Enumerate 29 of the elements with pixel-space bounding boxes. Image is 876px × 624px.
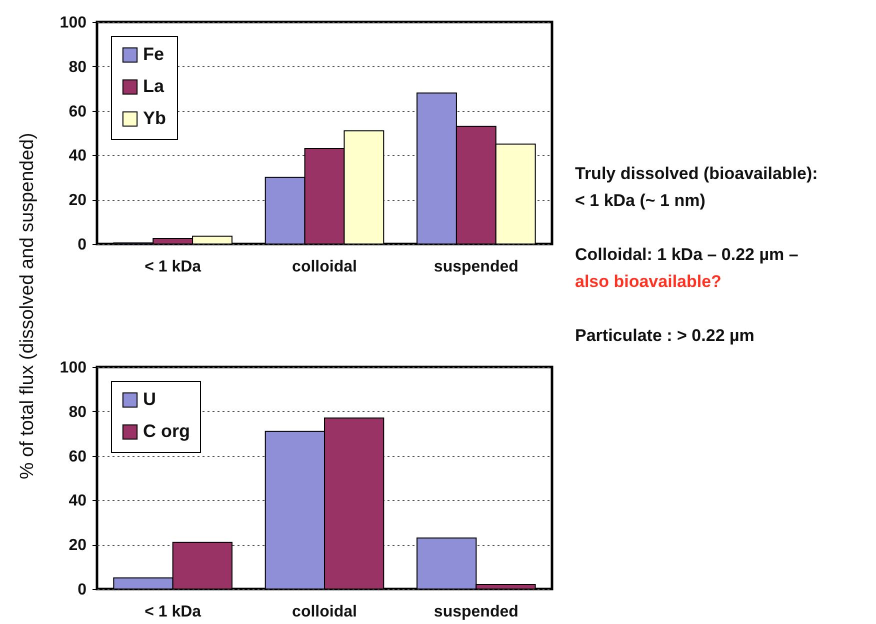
- legend-label: La: [143, 76, 165, 96]
- x-tick-label: < 1 kDa: [144, 604, 202, 620]
- y-tick-label: 60: [68, 103, 87, 120]
- legend-label: Fe: [143, 44, 164, 64]
- text: < 1 kDa (~ 1 nm): [575, 190, 706, 212]
- x-tick-label: colloidal: [292, 604, 357, 620]
- x-tick-label: < 1 kDa: [144, 258, 202, 276]
- text: Particulate : > 0.22 µm: [575, 325, 756, 347]
- x-tick-label: suspended: [434, 258, 518, 276]
- x-tick-label: colloidal: [292, 258, 357, 276]
- y-tick-label: 60: [68, 448, 87, 466]
- text: also bioavailable?: [575, 271, 722, 293]
- y-tick-label: 0: [78, 236, 87, 254]
- y-tick-label: 0: [78, 582, 87, 598]
- y-tick-label: 80: [68, 58, 87, 76]
- text: Truly dissolved (bioavailable):: [575, 163, 818, 185]
- y-tick-label: 100: [60, 14, 87, 32]
- y-tick-label: 20: [68, 537, 87, 554]
- text: Colloidal: 1 kDa – 0.22 µm –: [575, 244, 800, 266]
- y-tick-label: 80: [68, 404, 87, 421]
- y-axis-title: % of total flux (dissolved and suspended): [17, 132, 39, 482]
- legend-label: Yb: [143, 108, 166, 128]
- y-tick-label: 100: [60, 360, 87, 376]
- y-tick-label: 20: [68, 192, 87, 210]
- legend-label: C org: [143, 421, 190, 441]
- y-tick-label: 40: [68, 492, 87, 510]
- x-tick-label: suspended: [434, 604, 518, 620]
- y-tick-label: 40: [68, 148, 87, 165]
- legend-label: U: [143, 389, 156, 409]
